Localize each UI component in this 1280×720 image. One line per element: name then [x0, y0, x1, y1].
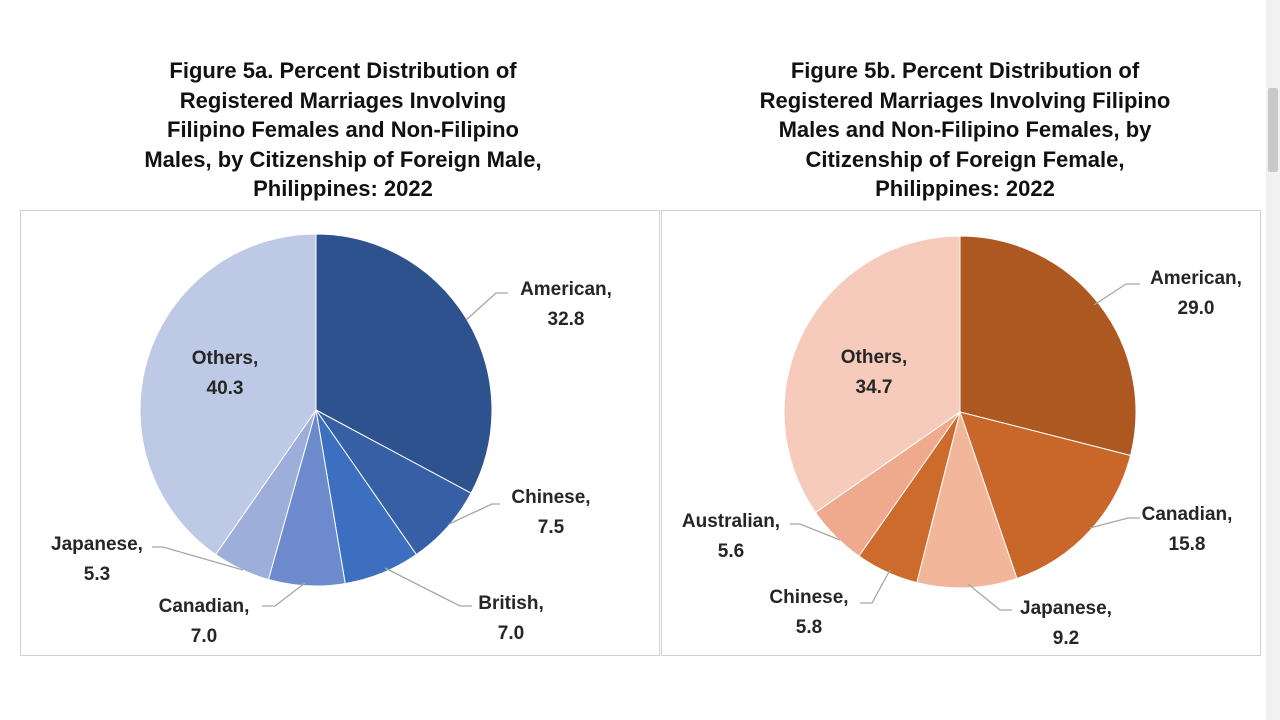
pie-b-label-japanese: Japanese, [1020, 598, 1112, 619]
pie-b-value-others: 34.7 [856, 377, 893, 398]
pie-b-slice-others [783, 235, 961, 514]
pie-a-slice-others [139, 233, 317, 556]
pie-a-leader-british [384, 567, 472, 607]
pie-b-leader-japanese [967, 583, 1012, 611]
pie-b-value-american: 29.0 [1178, 298, 1215, 319]
scrollbar-thumb[interactable] [1268, 88, 1278, 172]
pie-b-leader-canadian [1089, 517, 1140, 529]
pie-a-label-canadian: Canadian, [159, 596, 250, 617]
pie-b-value-chinese: 5.8 [796, 617, 822, 638]
pie-b-slice-japanese [916, 410, 1018, 589]
chart-b-title: Figure 5b. Percent Distribution of Regis… [759, 58, 1171, 201]
pie-b-label-canadian: Canadian, [1142, 504, 1233, 525]
vertical-scrollbar[interactable] [1266, 0, 1280, 720]
pie-b-slice-american [959, 235, 1137, 457]
pie-b-value-japanese: 9.2 [1053, 628, 1079, 649]
pie-a-value-japanese: 5.3 [84, 564, 110, 585]
chart-a-title: Figure 5a. Percent Distribution of Regis… [144, 58, 542, 201]
pie-a-value-others: 40.3 [207, 378, 244, 399]
pie-a-value-british: 7.0 [498, 623, 524, 644]
pie-a-label-japanese: Japanese, [51, 534, 143, 555]
pie-b-label-others: Others, [841, 347, 908, 368]
pie-a-leader-japanese [152, 546, 244, 571]
pie-a-label-chinese: Chinese, [511, 487, 590, 508]
pie-a-leader-chinese [448, 503, 500, 525]
pie-b-leader-chinese [860, 569, 891, 604]
pie-a-value-canadian: 7.0 [191, 626, 217, 647]
pie-b-label-american: American, [1150, 268, 1242, 289]
pie-b-label-chinese: Chinese, [769, 587, 848, 608]
pie-b-label-australian: Australian, [682, 511, 780, 532]
pie-a-leader-american [465, 292, 508, 321]
pie-a-value-chinese: 7.5 [538, 517, 565, 538]
pie-a-label-british: British, [478, 593, 543, 614]
pie-a-value-american: 32.8 [548, 309, 585, 330]
pie-b-value-canadian: 15.8 [1169, 534, 1206, 555]
pie-b-leader-australian [790, 523, 841, 541]
pie-a-label-american: American, [520, 279, 612, 300]
pie-b-value-australian: 5.6 [718, 541, 744, 562]
pie-a-leader-canadian [262, 582, 306, 607]
pie-a-label-others: Others, [192, 348, 259, 369]
pie-b-slice-canadian [959, 411, 1132, 580]
pie-b-leader-american [1093, 283, 1140, 306]
